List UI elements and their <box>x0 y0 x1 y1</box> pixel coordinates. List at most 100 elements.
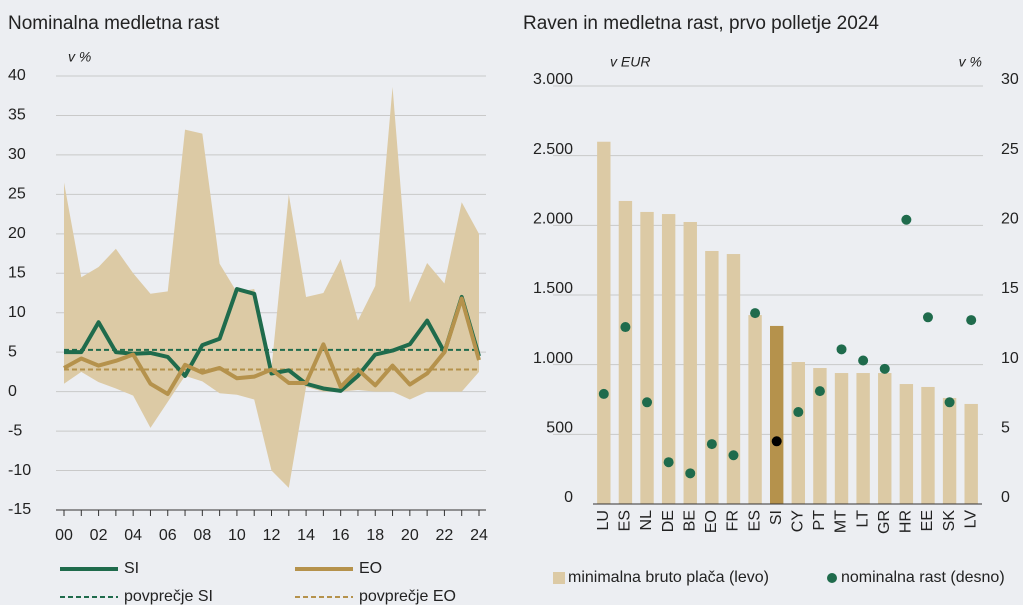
chart-title: Nominalna medletna rast <box>8 13 220 34</box>
bar <box>640 211 654 504</box>
x-tick-label: 20 <box>401 527 419 544</box>
y-tick-label: 25 <box>8 186 26 203</box>
x-tick-label: LT <box>854 510 871 528</box>
x-tick-label: LV <box>962 510 979 529</box>
x-tick-label: SI <box>768 510 785 525</box>
scatter-point <box>836 344 847 355</box>
bar <box>921 386 935 504</box>
x-tick-label: MT <box>833 510 850 533</box>
legend-label: povprečje EO <box>359 588 456 605</box>
x-tick-label: 24 <box>470 527 488 544</box>
x-tick-label: EO <box>703 510 720 533</box>
y-tick-label: 2.500 <box>533 141 573 158</box>
bar <box>856 373 870 504</box>
scatter-point <box>944 397 955 408</box>
y-tick-label: 3.000 <box>533 71 573 88</box>
bar <box>813 368 827 504</box>
y-tick-label: 5 <box>8 343 17 360</box>
x-tick-label: 16 <box>332 527 350 544</box>
x-tick-label: 18 <box>366 527 384 544</box>
y-tick-label: 1.000 <box>533 350 573 367</box>
bar <box>597 141 611 504</box>
x-tick-label: 22 <box>436 527 454 544</box>
x-tick-label: BE <box>681 510 698 531</box>
y2-axis-label: v % <box>959 54 982 70</box>
x-tick-label: 08 <box>193 527 211 544</box>
y2-tick-label: 25 <box>1001 141 1019 158</box>
bar <box>942 397 957 504</box>
scatter-point <box>685 468 696 479</box>
x-tick-label: CY <box>790 510 807 533</box>
x-tick-label: 04 <box>124 527 142 544</box>
scatter-point <box>663 457 674 468</box>
x-tick-label: SK <box>941 510 958 532</box>
legend-label: EO <box>359 560 382 577</box>
scatter-point <box>728 450 739 461</box>
x-tick-label: 06 <box>159 527 177 544</box>
legend-label: minimalna bruto plača (levo) <box>568 569 769 586</box>
y-tick-label: 30 <box>8 146 26 163</box>
y-tick-label: 1.500 <box>533 280 573 297</box>
chart-title: Raven in medletna rast, prvo polletje 20… <box>523 13 879 34</box>
legend-swatch <box>827 573 837 583</box>
scatter-point <box>642 397 653 408</box>
scatter-point <box>966 315 977 326</box>
bar <box>748 315 762 504</box>
bar <box>726 254 741 504</box>
y-tick-label: -5 <box>8 422 22 439</box>
bar <box>661 214 676 504</box>
bar <box>878 373 892 504</box>
bar <box>705 250 719 504</box>
bar <box>964 403 978 504</box>
x-tick-label: NL <box>638 510 655 531</box>
y-tick-label: 15 <box>8 264 26 281</box>
x-tick-label: FR <box>725 510 742 531</box>
legend-label: nominalna rast (desno) <box>841 569 1005 586</box>
x-tick-label: ES <box>746 510 763 531</box>
bar <box>899 384 914 504</box>
y-tick-label: -10 <box>8 462 31 479</box>
y-axis-label: v % <box>68 49 91 65</box>
bar <box>618 200 633 504</box>
x-tick-label: 02 <box>90 527 108 544</box>
x-tick-label: 14 <box>297 527 315 544</box>
x-tick-label: PT <box>811 510 828 531</box>
x-tick-label: EE <box>919 510 936 531</box>
scatter-point <box>901 214 912 225</box>
scatter-point <box>858 355 869 366</box>
scatter-point <box>814 386 825 397</box>
scatter-point <box>620 322 631 333</box>
y-axis-label: v EUR <box>610 54 650 70</box>
y-tick-label: 500 <box>546 420 573 437</box>
legend-label: SI <box>124 560 139 577</box>
y2-tick-label: 0 <box>1001 489 1010 506</box>
bar <box>834 373 849 504</box>
x-tick-label: GR <box>876 510 893 534</box>
x-tick-label: 12 <box>263 527 281 544</box>
x-tick-label: LU <box>595 510 612 530</box>
y-tick-label: 35 <box>8 107 26 124</box>
y2-tick-label: 15 <box>1001 280 1019 297</box>
bar <box>769 325 784 504</box>
y-tick-label: 20 <box>8 225 26 242</box>
y-tick-label: 10 <box>8 304 26 321</box>
y-tick-label: -15 <box>8 501 31 518</box>
scatter-point <box>771 436 782 447</box>
scatter-point <box>706 439 717 450</box>
y-tick-label: 2.000 <box>533 211 573 228</box>
y-tick-label: 0 <box>564 489 573 506</box>
x-tick-label: HR <box>898 510 915 533</box>
x-tick-label: DE <box>660 510 677 532</box>
scatter-point <box>879 363 890 374</box>
line-series <box>63 296 481 397</box>
y2-tick-label: 5 <box>1001 420 1010 437</box>
y-tick-label: 40 <box>8 67 26 84</box>
legend-swatch <box>553 572 565 584</box>
y2-tick-label: 30 <box>1001 71 1019 88</box>
range-band <box>64 87 479 488</box>
legend-label: povprečje SI <box>124 588 213 605</box>
y2-tick-label: 10 <box>1001 350 1019 367</box>
scatter-point <box>922 312 933 323</box>
scatter-point <box>793 407 804 418</box>
